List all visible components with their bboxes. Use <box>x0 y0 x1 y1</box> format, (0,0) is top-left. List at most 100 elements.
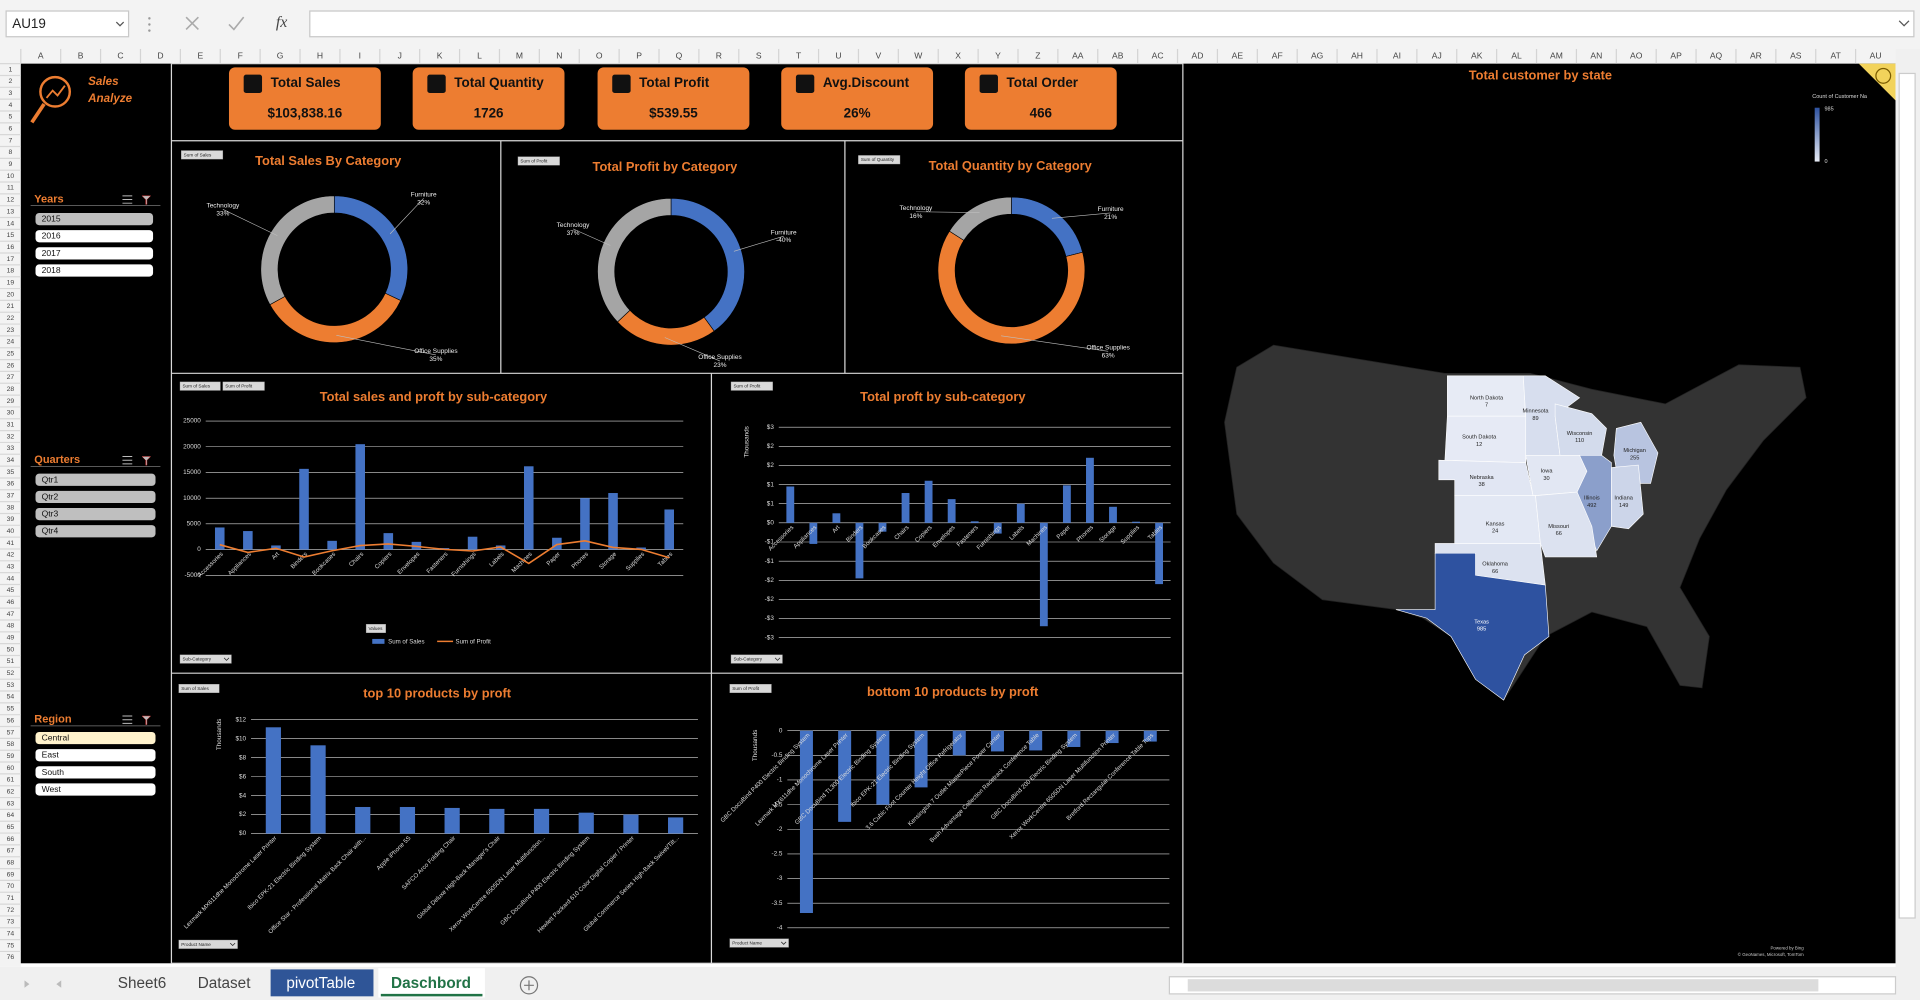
row-header[interactable]: 71 <box>7 895 15 902</box>
row-header[interactable]: 40 <box>7 528 15 535</box>
row-header[interactable]: 33 <box>7 445 15 452</box>
row-header[interactable]: 61 <box>7 777 15 784</box>
row-header[interactable]: 68 <box>7 859 15 866</box>
state[interactable] <box>1525 455 1588 497</box>
column-header[interactable]: AS <box>1790 51 1802 61</box>
column-header[interactable]: AJ <box>1432 51 1442 61</box>
row-header[interactable]: 57 <box>7 729 15 736</box>
row-header[interactable]: 37 <box>7 493 15 500</box>
field-button[interactable] <box>729 938 789 948</box>
row-header[interactable]: 60 <box>7 765 15 772</box>
row-header[interactable]: 20 <box>7 291 15 298</box>
row-header[interactable]: 52 <box>7 670 15 677</box>
row-header[interactable]: 25 <box>7 350 15 357</box>
column-header[interactable]: Y <box>995 51 1001 61</box>
field-button[interactable] <box>729 684 772 693</box>
row-header[interactable]: 69 <box>7 871 15 878</box>
field-button[interactable] <box>365 624 386 633</box>
column-header[interactable]: S <box>756 51 762 61</box>
field-button[interactable] <box>517 156 560 166</box>
slicer-item[interactable] <box>35 230 154 243</box>
row-header[interactable]: 27 <box>7 374 15 381</box>
row-header[interactable]: 67 <box>7 848 15 855</box>
row-header[interactable]: 64 <box>7 812 15 819</box>
row-header[interactable]: 32 <box>7 433 15 440</box>
column-header[interactable]: U <box>835 51 841 61</box>
state[interactable] <box>1395 552 1550 701</box>
slicer-item[interactable] <box>35 473 156 486</box>
column-header[interactable]: AA <box>1072 51 1084 61</box>
row-header[interactable]: 5 <box>9 114 13 121</box>
field-button[interactable] <box>181 150 224 160</box>
slicer-item[interactable] <box>35 731 156 745</box>
field-button[interactable] <box>178 939 238 949</box>
row-header[interactable]: 28 <box>7 386 15 393</box>
row-header[interactable]: 65 <box>7 824 15 831</box>
row-header[interactable]: 45 <box>7 587 15 594</box>
multi-select-icon[interactable] <box>122 456 133 465</box>
row-header[interactable]: 62 <box>7 788 15 795</box>
h-scroll-thumb[interactable] <box>1187 979 1819 992</box>
row-header[interactable]: 54 <box>7 694 15 701</box>
column-header[interactable]: X <box>955 51 961 61</box>
column-header[interactable]: N <box>556 51 562 61</box>
info-icon[interactable] <box>1875 67 1892 84</box>
column-header[interactable]: E <box>197 51 203 61</box>
column-header[interactable]: AI <box>1393 51 1401 61</box>
column-header[interactable]: AF <box>1272 51 1283 61</box>
column-header[interactable]: F <box>238 51 243 61</box>
column-header[interactable]: AD <box>1192 51 1204 61</box>
column-header[interactable]: P <box>636 51 642 61</box>
row-header[interactable]: 59 <box>7 753 15 760</box>
row-header[interactable]: 39 <box>7 516 15 523</box>
row-header[interactable]: 63 <box>7 800 15 807</box>
row-header[interactable]: 53 <box>7 682 15 689</box>
row-header[interactable]: 14 <box>7 220 15 227</box>
slicer-item[interactable] <box>35 766 156 779</box>
row-header[interactable]: 38 <box>7 504 15 511</box>
column-header[interactable]: AL <box>1511 51 1522 61</box>
slicer-item[interactable] <box>35 490 156 504</box>
add-sheet[interactable] <box>519 976 539 995</box>
row-header[interactable]: 47 <box>7 611 15 618</box>
row-header[interactable]: 43 <box>7 564 15 571</box>
row-header[interactable]: 16 <box>7 244 15 251</box>
field-button[interactable] <box>179 654 232 664</box>
row-header[interactable]: 12 <box>7 197 15 204</box>
column-header[interactable]: AR <box>1750 51 1762 61</box>
row-header[interactable]: 41 <box>7 540 15 547</box>
column-header[interactable]: G <box>277 51 284 61</box>
name-box[interactable] <box>5 10 130 38</box>
formula-input[interactable] <box>309 10 1915 38</box>
field-button[interactable] <box>178 684 220 693</box>
slicer-item[interactable] <box>35 783 156 796</box>
column-header[interactable]: AM <box>1550 51 1563 61</box>
row-header[interactable]: 21 <box>7 303 15 310</box>
row-header[interactable]: 24 <box>7 339 15 346</box>
row-header[interactable]: 6 <box>9 126 13 133</box>
field-button[interactable] <box>730 381 773 391</box>
clear-filter-icon[interactable] <box>141 195 152 205</box>
column-header[interactable]: W <box>914 51 923 61</box>
row-header[interactable]: 23 <box>7 327 15 334</box>
row-header[interactable]: 7 <box>9 137 13 144</box>
row-header[interactable]: 48 <box>7 623 15 630</box>
row-header[interactable]: 9 <box>9 161 13 168</box>
row-header[interactable]: 2 <box>9 78 13 85</box>
slicer-item[interactable] <box>35 247 154 260</box>
column-header[interactable]: D <box>157 51 163 61</box>
row-header[interactable]: 22 <box>7 315 15 322</box>
row-header[interactable]: 31 <box>7 421 15 428</box>
row-header[interactable]: 29 <box>7 398 15 405</box>
multi-select-icon[interactable] <box>122 195 133 204</box>
row-header[interactable]: 36 <box>7 481 15 488</box>
state[interactable] <box>1611 464 1644 530</box>
row-header[interactable]: 74 <box>7 931 15 938</box>
sheet-tab[interactable]: pivotTable <box>286 975 355 992</box>
row-header[interactable]: 3 <box>9 90 13 97</box>
row-header[interactable]: 75 <box>7 942 15 949</box>
column-header[interactable]: AO <box>1630 51 1643 61</box>
slicer-item[interactable] <box>35 264 154 277</box>
column-header[interactable]: AB <box>1112 51 1124 61</box>
row-header[interactable]: 50 <box>7 646 15 653</box>
